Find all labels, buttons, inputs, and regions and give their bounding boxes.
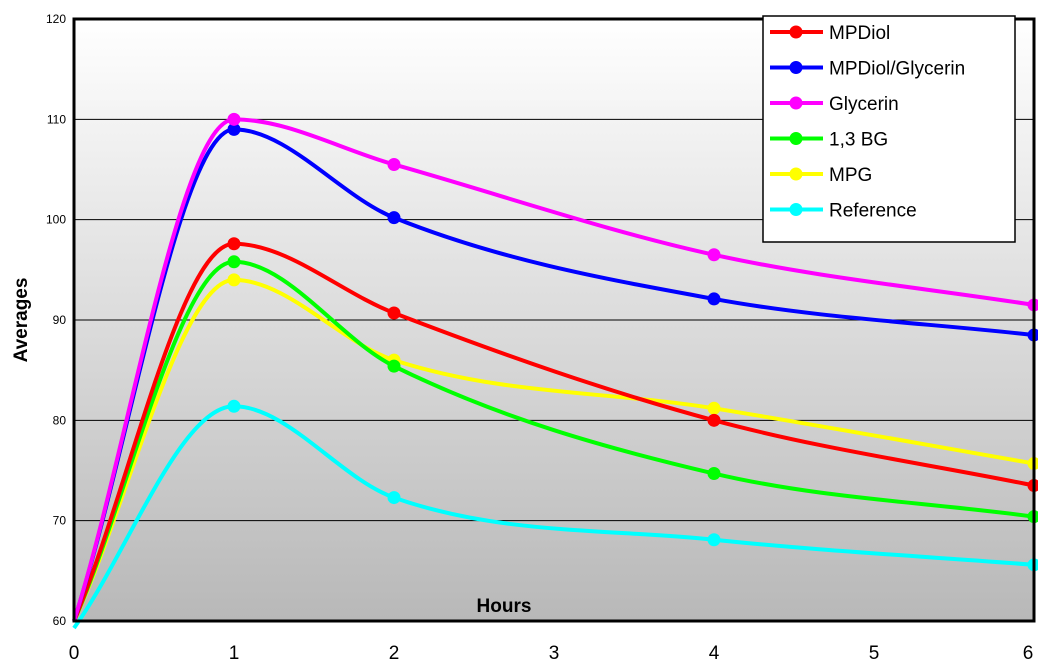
legend-item: MPDiol/Glycerin [770, 59, 965, 80]
plot-border [72, 17, 1036, 623]
legend-label: MPDiol/Glycerin [829, 59, 965, 80]
data-point [227, 122, 241, 136]
data-point [227, 112, 241, 126]
data-point [227, 255, 241, 269]
legend-label: Reference [829, 201, 917, 222]
data-point [707, 413, 721, 427]
data-point [707, 401, 721, 415]
data-point [227, 237, 241, 251]
legend: MPDiol MPDiol/Glycerin Glycerin 1,3 BG MPG Re… [762, 15, 1016, 243]
x-axis-ticks: 0 1 2 3 4 5 6 [69, 643, 1034, 664]
series-reference [72, 399, 1038, 630]
data-series [72, 112, 1038, 630]
legend-item: MPG [770, 165, 872, 186]
data-point [387, 491, 401, 505]
y-axis-ticks: 60 70 80 90 100 110 120 [46, 12, 66, 628]
legend-label: MPDiol [829, 23, 890, 44]
x-tick-label: 3 [549, 643, 560, 664]
data-point [227, 399, 241, 413]
y-tick-label: 90 [53, 313, 67, 327]
x-tick-label: 1 [229, 643, 240, 664]
legend-swatch-marker [789, 96, 803, 110]
legend-box [762, 15, 1016, 243]
y-tick-label: 60 [53, 614, 67, 628]
legend-swatch-marker [789, 132, 803, 145]
legend-item: Glycerin [770, 94, 899, 115]
y-tick-label: 110 [47, 112, 66, 126]
data-point [707, 533, 721, 547]
legend-swatch-marker [789, 61, 803, 74]
legend-item: Reference [770, 201, 917, 222]
x-tick-label: 2 [389, 643, 400, 664]
data-point [387, 359, 401, 373]
data-point [707, 292, 721, 306]
legend-swatch-marker [789, 25, 803, 39]
data-point [387, 157, 401, 171]
y-tick-label: 120 [46, 12, 66, 26]
y-tick-label: 70 [53, 514, 67, 528]
legend-swatch-marker [789, 167, 803, 181]
data-point [387, 211, 401, 225]
data-point [227, 273, 241, 287]
data-point [707, 467, 721, 481]
series-line [72, 277, 1035, 622]
x-tick-label: 4 [709, 643, 720, 664]
y-tick-label: 100 [46, 213, 66, 227]
x-tick-label: 5 [869, 643, 880, 664]
x-axis-title: Hours [477, 596, 532, 617]
y-axis-title: Averages [11, 278, 32, 363]
data-point [707, 248, 721, 262]
series-line [72, 404, 1035, 630]
legend-label: Glycerin [829, 94, 899, 115]
legend-item: 1,3 BG [770, 130, 888, 151]
legend-item: MPDiol [770, 23, 890, 44]
legend-swatch-marker [789, 203, 803, 216]
legend-label: 1,3 BG [829, 130, 888, 151]
y-tick-label: 80 [53, 413, 67, 427]
x-tick-label: 6 [1023, 643, 1034, 664]
data-point [387, 306, 401, 320]
legend-label: MPG [829, 165, 872, 186]
x-tick-label: 0 [69, 643, 80, 664]
